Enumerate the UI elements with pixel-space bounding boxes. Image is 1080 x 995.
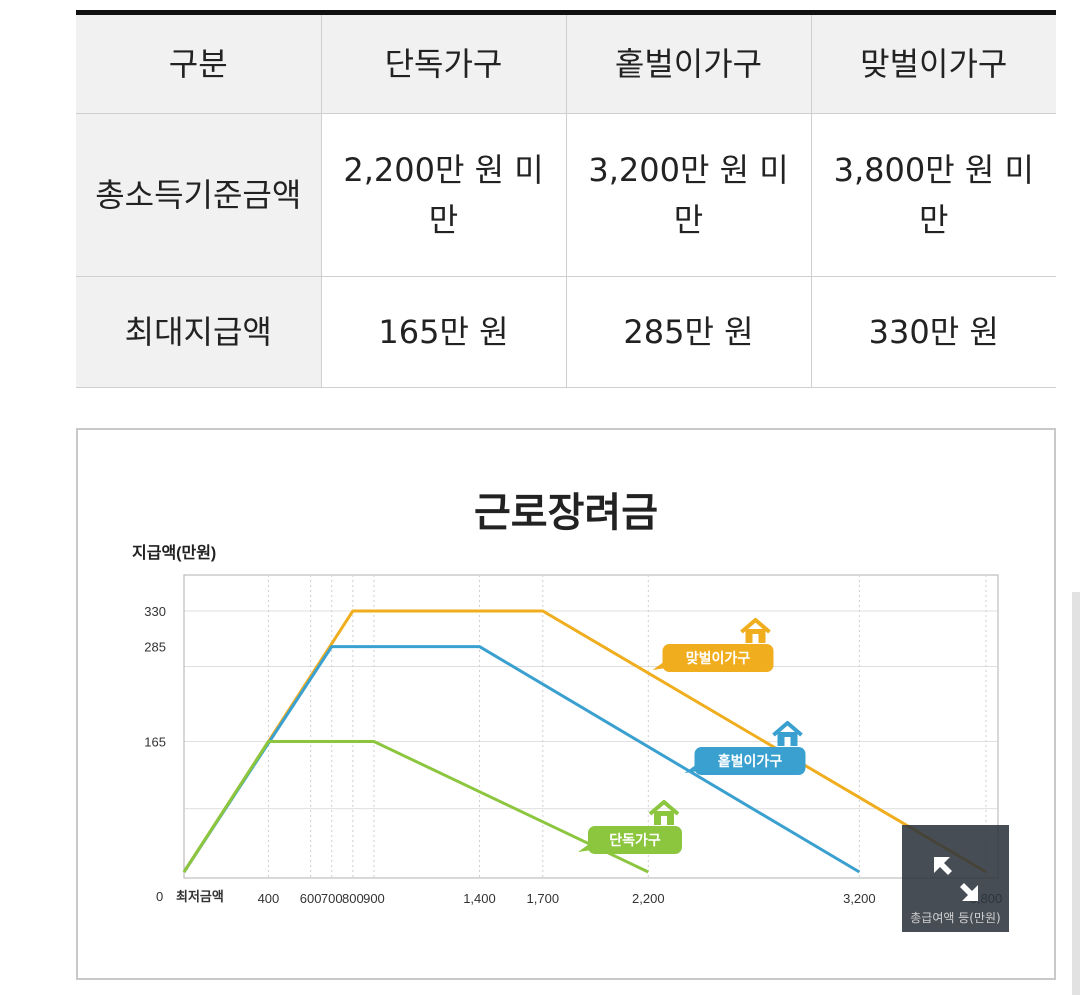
badge-background	[588, 826, 682, 854]
page-scrollbar[interactable]	[1072, 592, 1080, 995]
x-tick-label: 1,700	[527, 891, 560, 906]
x-tick-label: 3,200	[843, 891, 876, 906]
x-tick-label: 700	[321, 891, 343, 906]
y-axis-title: 지급액(만원)	[132, 543, 216, 562]
legend-label: 맞벌이가구	[686, 650, 751, 666]
y-tick-label: 165	[144, 735, 166, 750]
expand-icon	[934, 857, 978, 901]
cell-dual-earner-threshold: 3,800만 원 미만	[810, 113, 1056, 277]
x-tick-label: 800	[342, 891, 364, 906]
x-tick-label: 2,200	[632, 891, 665, 906]
series-badge: 홑벌이가구	[684, 721, 806, 775]
cell-single-max: 165만 원	[320, 276, 567, 388]
cell-single-threshold: 2,200만 원 미만	[320, 113, 567, 277]
x-axis-unit-label: 총급여액 등(만원)	[910, 911, 1001, 925]
y-tick-label: 285	[144, 640, 166, 655]
x-origin-label: 0	[156, 889, 163, 904]
expand-image-button[interactable]: 총급여액 등(만원)	[902, 825, 1009, 932]
x-tick-label: 900	[363, 891, 385, 906]
legend-label: 홑벌이가구	[718, 753, 783, 769]
badge-background	[662, 644, 774, 672]
legend-label: 단독가구	[609, 832, 661, 848]
row-label-income-threshold: 총소득기준금액	[76, 113, 322, 277]
y-tick-label: 330	[144, 604, 166, 619]
income-criteria-table: 구분 단독가구 홑벌이가구 맞벌이가구 총소득기준금액 2,200만 원 미만 …	[76, 10, 1056, 388]
house-icon	[772, 721, 803, 746]
table-row: 총소득기준금액 2,200만 원 미만 3,200만 원 미만 3,800만 원…	[76, 113, 1056, 277]
row-label-max-payment: 최대지급액	[76, 276, 322, 388]
cell-single-earner-max: 285만 원	[565, 276, 812, 388]
chart-plot: 지급액(만원) 165 285 330 0 최저금액 400 600 700 800 900 1,40…	[132, 543, 1002, 906]
badge-background	[694, 747, 806, 775]
x-tick-label: 1,400	[463, 891, 496, 906]
cell-single-earner-threshold: 3,200만 원 미만	[565, 113, 812, 277]
cell-dual-earner-max: 330만 원	[810, 276, 1056, 388]
table-header-row: 구분 단독가구 홑벌이가구 맞벌이가구	[76, 12, 1056, 114]
series-badge: 단독가구	[578, 800, 682, 854]
header-single-earner: 홑벌이가구	[565, 12, 812, 114]
house-icon	[648, 800, 680, 825]
series-badge: 맞벌이가구	[652, 618, 774, 672]
x-tick-label: 400	[258, 891, 280, 906]
header-single: 단독가구	[320, 12, 567, 114]
house-icon	[740, 618, 771, 643]
header-dual-earner: 맞벌이가구	[810, 12, 1056, 114]
header-category: 구분	[76, 12, 322, 114]
chart-title: 근로장려금	[474, 490, 658, 536]
x-start-label: 최저금액	[176, 889, 224, 904]
chart-panel: 근로장려금 지급액(만원) 165 285 330 0 최저금액 400 600 700 800 9…	[76, 428, 1056, 980]
table-row: 최대지급액 165만 원 285만 원 330만 원	[76, 276, 1056, 388]
series-line	[182, 740, 649, 874]
x-tick-label: 600	[300, 891, 322, 906]
